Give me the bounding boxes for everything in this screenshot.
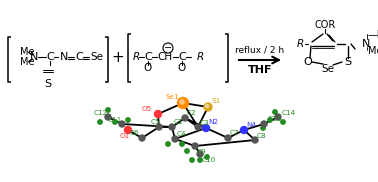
Text: −: − [164,43,172,53]
Text: S1: S1 [212,98,221,104]
Text: N4: N4 [246,122,256,128]
Circle shape [169,124,175,130]
Text: +: + [112,50,124,64]
Circle shape [119,121,125,127]
Circle shape [139,135,145,141]
Circle shape [198,158,202,162]
Text: O: O [178,63,186,73]
Circle shape [178,98,189,108]
Circle shape [281,120,285,124]
Text: Se1: Se1 [165,94,179,100]
Circle shape [240,126,248,134]
Text: C4: C4 [177,131,187,137]
Text: N: N [30,52,38,62]
Text: C5: C5 [151,119,161,125]
Circle shape [156,124,162,130]
Circle shape [182,115,188,121]
Text: R: R [133,52,140,62]
Circle shape [113,120,117,124]
Text: THF: THF [248,65,272,75]
Circle shape [252,137,258,143]
Text: C: C [46,52,54,62]
Text: S: S [45,79,51,89]
Text: C7: C7 [230,130,240,136]
Text: Me: Me [368,46,378,56]
Text: N2: N2 [208,119,218,125]
Circle shape [225,135,231,141]
Text: O5: O5 [142,106,152,112]
Circle shape [155,110,161,118]
Text: C12: C12 [94,110,108,116]
Text: CH: CH [158,52,173,62]
Circle shape [180,142,184,146]
Text: Se: Se [322,64,335,74]
Text: N: N [60,52,68,62]
Circle shape [268,118,272,122]
Text: Se: Se [90,52,104,62]
Text: C14: C14 [282,110,296,116]
Text: C11: C11 [108,117,122,123]
Circle shape [261,126,265,130]
Text: C: C [75,52,83,62]
Text: O1: O1 [120,133,130,139]
Circle shape [124,126,132,134]
Text: R: R [296,39,304,49]
Text: O: O [144,63,152,73]
Circle shape [197,151,203,157]
Text: O: O [304,57,312,67]
Circle shape [105,114,111,120]
Text: reflux / 2 h: reflux / 2 h [235,46,285,54]
Circle shape [106,108,110,112]
Text: C1: C1 [174,119,184,125]
Circle shape [205,104,209,108]
Text: Me: Me [20,47,34,57]
Circle shape [261,121,267,127]
Circle shape [275,114,281,120]
Text: C6: C6 [130,130,139,136]
Text: Me: Me [20,57,34,67]
Circle shape [195,124,201,130]
Circle shape [190,158,194,162]
Text: COR: COR [314,20,336,30]
Circle shape [166,142,170,146]
Text: C2: C2 [187,110,197,116]
Text: —Me: —Me [368,30,378,40]
Text: R: R [197,52,204,62]
Circle shape [126,118,130,122]
Circle shape [98,120,102,124]
Text: N: N [362,39,370,49]
Text: C10: C10 [202,157,216,163]
Text: C3: C3 [200,120,210,126]
Text: C8: C8 [257,133,266,139]
Text: S: S [344,57,352,67]
Circle shape [273,110,277,114]
Text: C9: C9 [197,149,207,155]
Circle shape [204,103,212,111]
Text: C13: C13 [268,116,282,122]
Circle shape [205,155,209,159]
Circle shape [185,149,189,153]
Circle shape [172,136,178,142]
Text: C: C [144,52,152,62]
Text: C: C [178,52,186,62]
Circle shape [180,100,184,104]
Circle shape [203,124,209,132]
Circle shape [192,143,198,149]
